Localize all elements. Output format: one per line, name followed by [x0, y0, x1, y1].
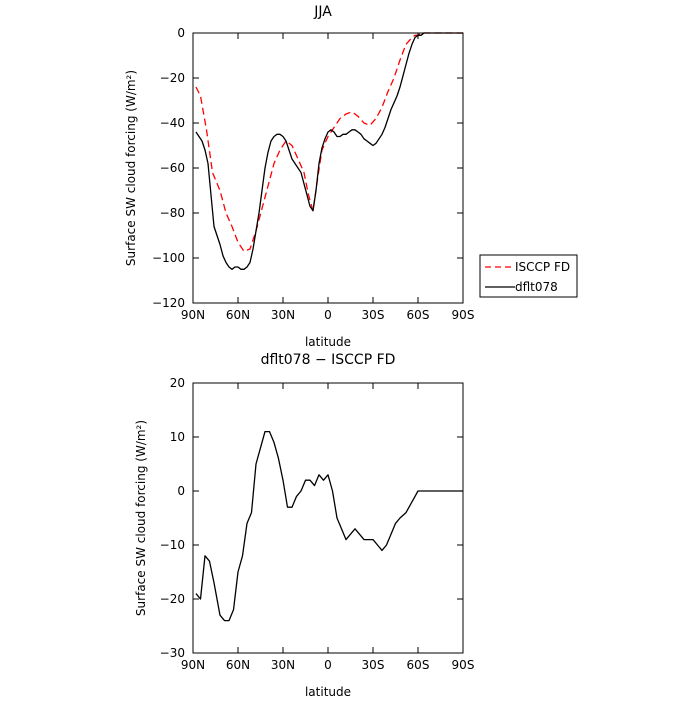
top-x-tick-label: 90S: [452, 308, 475, 322]
legend-frame: [479, 254, 578, 298]
top-y-tick-label: 0: [177, 26, 185, 40]
top-y-tick-label: −100: [152, 251, 185, 265]
bottom-x-tick-label: 30N: [271, 658, 295, 672]
legend-label-dflt078: dflt078: [515, 280, 558, 294]
bottom-y-tick-label: −10: [160, 538, 185, 552]
top-panel: JJA 90N 60N 30N 0 30S 60S 90S 0 −20 −40 −60 −80 −100…: [124, 4, 474, 349]
bottom-x-tick-label: 0: [324, 658, 332, 672]
top-y-tick-label: −120: [152, 296, 185, 310]
bottom-x-axis-label: latitude: [305, 685, 351, 699]
top-x-tick-label: 60N: [226, 308, 250, 322]
bottom-y-tick-label: 10: [170, 430, 185, 444]
top-y-tick-label: −60: [160, 161, 185, 175]
bottom-x-tick-label: 90S: [452, 658, 475, 672]
bottom-y-tick-label: 0: [177, 484, 185, 498]
bottom-y-tick-label: −20: [160, 592, 185, 606]
bottom-chart-title: dflt078 − ISCCP FD: [261, 352, 396, 368]
top-chart-title: JJA: [313, 4, 332, 20]
top-x-tick-label: 30S: [362, 308, 385, 322]
bottom-x-tick-label: 90N: [181, 658, 205, 672]
bottom-y-tick-label: −30: [160, 646, 185, 660]
bottom-x-tick-label: 60S: [407, 658, 430, 672]
legend: ISCCP FD dflt078: [479, 254, 578, 298]
bottom-panel: dflt078 − ISCCP FD 90N 60N 30N 0 30S 60S 90S 20…: [134, 352, 474, 699]
bottom-x-tick-label: 30S: [362, 658, 385, 672]
bottom-y-tick-label: 20: [170, 376, 185, 390]
top-series-line-isccp-fd: [195, 32, 463, 252]
top-x-axis-label: latitude: [305, 335, 351, 349]
top-x-tick-label: 60S: [407, 308, 430, 322]
top-y-tick-label: −40: [160, 116, 185, 130]
top-plot-frame: [192, 32, 464, 304]
top-y-axis-label: Surface SW cloud forcing (W/m²): [124, 70, 138, 266]
top-x-tick-label: 90N: [181, 308, 205, 322]
bottom-x-tick-label: 60N: [226, 658, 250, 672]
bottom-y-axis-label: Surface SW cloud forcing (W/m²): [134, 420, 148, 616]
legend-label-isccp: ISCCP FD: [515, 260, 570, 274]
bottom-plot-frame: [192, 382, 464, 654]
top-y-tick-label: −80: [160, 206, 185, 220]
top-x-tick-label: 30N: [271, 308, 295, 322]
top-x-tick-label: 0: [324, 308, 332, 322]
top-series-line-dflt078: [195, 32, 463, 270]
top-y-tick-label: −20: [160, 71, 185, 85]
bottom-series-line-0: [195, 430, 463, 622]
